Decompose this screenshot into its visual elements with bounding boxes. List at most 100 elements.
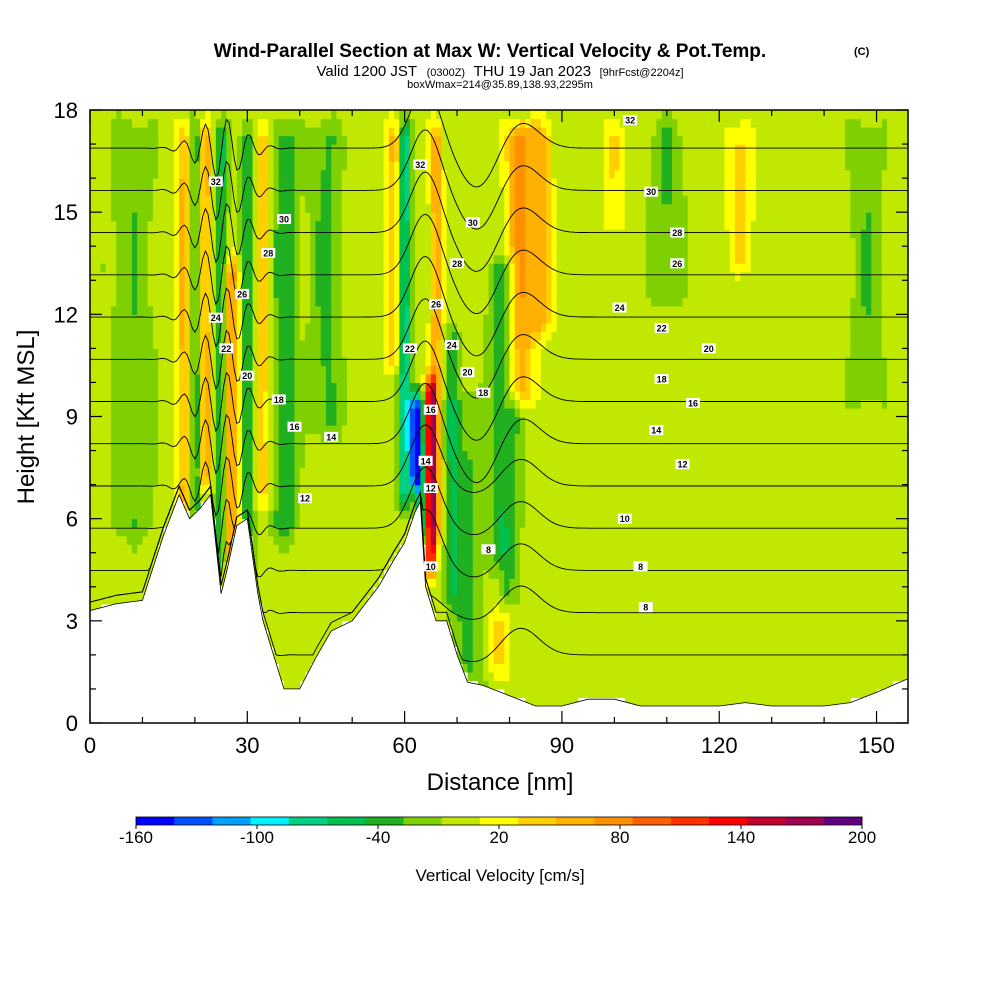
- w-cell: [415, 442, 421, 452]
- w-cell: [404, 161, 411, 171]
- w-cell: [535, 552, 542, 562]
- w-cell: [284, 501, 290, 511]
- w-cell: [268, 637, 275, 647]
- w-cell: [383, 297, 390, 307]
- w-cell: [273, 595, 280, 605]
- w-cell: [383, 433, 390, 443]
- w-cell: [189, 467, 196, 477]
- w-cell: [530, 220, 537, 230]
- w-cell: [294, 186, 301, 196]
- w-cell: [514, 339, 521, 349]
- w-cell: [441, 186, 448, 196]
- w-cell: [388, 450, 395, 460]
- w-cell: [268, 348, 275, 358]
- w-cell: [168, 476, 175, 486]
- w-cell: [257, 382, 264, 392]
- w-cell: [242, 186, 248, 196]
- w-cell: [493, 382, 500, 392]
- w-cell: [131, 322, 138, 332]
- w-cell: [289, 450, 296, 460]
- w-cell: [462, 339, 469, 349]
- w-cell: [525, 484, 532, 494]
- w-cell: [388, 348, 395, 358]
- w-cell: [310, 425, 317, 435]
- w-cell: [289, 518, 296, 528]
- w-cell: [535, 501, 542, 511]
- w-cell: [247, 246, 254, 256]
- w-cell: [163, 212, 170, 222]
- w-cell: [352, 229, 359, 239]
- w-cell: [514, 169, 521, 179]
- w-cell: [90, 280, 96, 290]
- w-cell: [331, 365, 338, 375]
- w-cell: [478, 356, 484, 367]
- w-cell: [215, 297, 222, 307]
- w-cell: [362, 169, 369, 179]
- w-cell: [352, 442, 359, 452]
- w-cell: [367, 110, 374, 120]
- w-cell: [110, 467, 117, 477]
- w-cell: [478, 612, 484, 622]
- w-cell: [168, 331, 175, 341]
- w-cell: [215, 510, 222, 520]
- w-cell: [430, 586, 437, 596]
- w-cell: [462, 356, 469, 367]
- w-cell: [284, 416, 290, 426]
- w-cell: [462, 314, 469, 324]
- w-cell: [200, 399, 206, 409]
- w-cell: [383, 501, 390, 511]
- w-cell: [320, 399, 327, 409]
- w-cell: [158, 127, 165, 137]
- w-cell: [105, 280, 112, 290]
- w-cell: [425, 203, 432, 213]
- w-cell: [320, 620, 327, 630]
- w-cell: [121, 110, 128, 120]
- w-cell: [95, 297, 102, 307]
- w-cell: [478, 493, 484, 503]
- w-cell: [263, 110, 269, 120]
- w-cell: [446, 127, 453, 137]
- w-cell: [179, 399, 185, 409]
- w-cell: [388, 535, 395, 545]
- w-cell: [530, 110, 537, 120]
- w-cell: [121, 186, 128, 196]
- w-cell: [299, 203, 306, 213]
- w-cell: [409, 314, 416, 324]
- w-cell: [189, 271, 196, 281]
- w-cell: [325, 612, 332, 622]
- w-cell: [420, 493, 427, 503]
- w-cell: [147, 110, 154, 120]
- w-cell: [294, 671, 301, 682]
- w-cell: [173, 246, 180, 256]
- w-cell: [378, 467, 385, 477]
- w-cell: [90, 288, 96, 298]
- w-cell: [126, 263, 133, 273]
- w-cell: [142, 246, 149, 256]
- w-cell: [446, 476, 453, 486]
- w-cell: [367, 203, 374, 213]
- w-cell: [483, 186, 490, 196]
- w-cell: [346, 237, 353, 247]
- w-cell: [304, 390, 311, 401]
- w-cell: [105, 578, 112, 588]
- w-cell: [221, 314, 227, 324]
- w-cell: [399, 263, 406, 273]
- w-cell: [126, 510, 133, 520]
- w-cell: [441, 212, 448, 222]
- w-cell: [152, 407, 159, 418]
- w-cell: [409, 331, 416, 341]
- w-cell: [504, 595, 511, 605]
- w-cell: [357, 331, 364, 341]
- w-cell: [236, 263, 243, 273]
- w-cell: [472, 288, 479, 298]
- w-cell: [346, 612, 353, 622]
- w-cell: [504, 271, 511, 281]
- w-cell: [304, 637, 311, 647]
- w-cell: [226, 433, 233, 443]
- w-cell: [362, 127, 369, 137]
- w-cell: [378, 501, 385, 511]
- w-cell: [205, 186, 212, 196]
- w-cell: [525, 671, 532, 682]
- w-cell: [320, 195, 327, 205]
- w-cell: [215, 135, 222, 145]
